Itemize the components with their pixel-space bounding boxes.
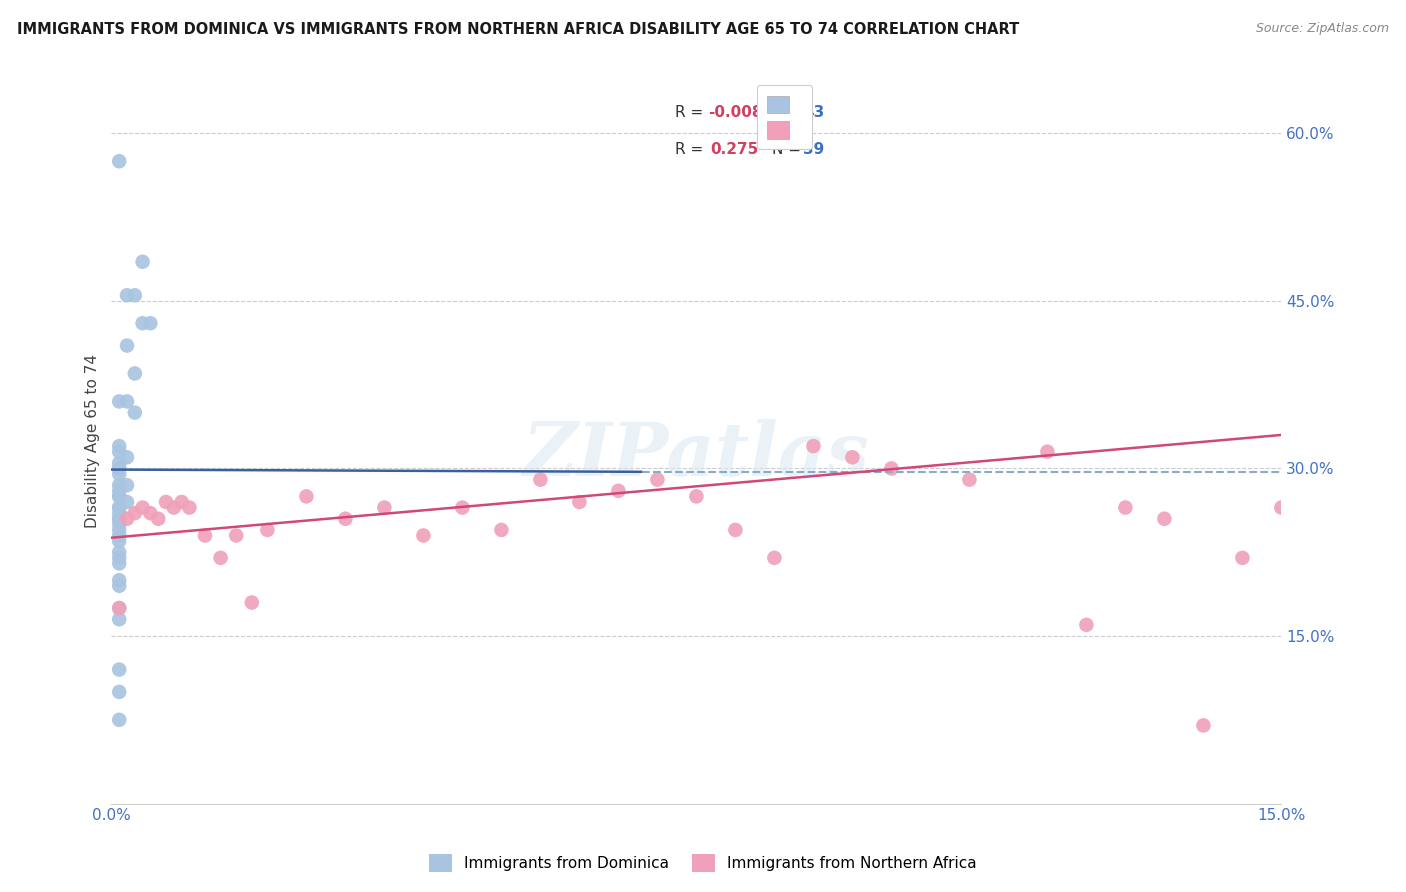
Point: [115, 512, 138, 526]
Point: [108, 685, 131, 699]
Point: [179, 500, 201, 515]
Point: [124, 367, 146, 381]
Point: [115, 394, 138, 409]
Point: [225, 528, 247, 542]
Point: [108, 483, 131, 498]
Point: [256, 523, 278, 537]
Point: [108, 439, 131, 453]
Point: [115, 495, 138, 509]
Point: [491, 523, 513, 537]
Text: R =: R =: [675, 142, 713, 157]
Point: [170, 495, 193, 509]
Point: [108, 545, 131, 559]
Point: [108, 467, 131, 481]
Point: [108, 550, 131, 565]
Point: [803, 439, 825, 453]
Point: [240, 595, 263, 609]
Point: [108, 528, 131, 542]
Point: [115, 288, 138, 302]
Point: [108, 579, 131, 593]
Point: [108, 601, 131, 615]
Text: ZIPatlas: ZIPatlas: [523, 419, 870, 491]
Text: 39: 39: [803, 142, 824, 157]
Point: [108, 713, 131, 727]
Point: [194, 528, 217, 542]
Point: [1270, 500, 1292, 515]
Point: [841, 450, 863, 465]
Point: [763, 550, 786, 565]
Point: [108, 506, 131, 520]
Point: [607, 483, 630, 498]
Point: [209, 550, 232, 565]
Point: [108, 489, 131, 503]
Point: [131, 254, 153, 268]
Point: [108, 573, 131, 587]
Point: [115, 338, 138, 352]
Text: 0.275: 0.275: [710, 142, 759, 157]
Point: [880, 461, 903, 475]
Text: N =: N =: [772, 105, 806, 120]
Point: [1076, 618, 1098, 632]
Point: [108, 154, 131, 169]
Point: [115, 478, 138, 492]
Point: [529, 473, 551, 487]
Point: [685, 489, 707, 503]
Point: [108, 461, 131, 475]
Point: [108, 500, 131, 515]
Legend: , : ,: [756, 85, 811, 149]
Point: [163, 500, 186, 515]
Point: [139, 316, 162, 330]
Point: [108, 517, 131, 532]
Text: Source: ZipAtlas.com: Source: ZipAtlas.com: [1256, 22, 1389, 36]
Point: [373, 500, 395, 515]
Text: N =: N =: [772, 142, 806, 157]
Point: [108, 557, 131, 571]
Point: [131, 316, 153, 330]
Point: [1036, 444, 1059, 458]
Point: [108, 512, 131, 526]
Point: [1153, 512, 1175, 526]
Point: [647, 473, 669, 487]
Text: IMMIGRANTS FROM DOMINICA VS IMMIGRANTS FROM NORTHERN AFRICA DISABILITY AGE 65 TO: IMMIGRANTS FROM DOMINICA VS IMMIGRANTS F…: [17, 22, 1019, 37]
Point: [108, 523, 131, 537]
Point: [139, 506, 162, 520]
Point: [412, 528, 434, 542]
Point: [1192, 718, 1215, 732]
Point: [108, 444, 131, 458]
Point: [568, 495, 591, 509]
Point: [131, 500, 153, 515]
Point: [335, 512, 357, 526]
Y-axis label: Disability Age 65 to 74: Disability Age 65 to 74: [86, 353, 100, 527]
Point: [108, 456, 131, 470]
Point: [108, 534, 131, 549]
Point: [295, 489, 318, 503]
Point: [108, 394, 131, 409]
Point: [108, 489, 131, 503]
Point: [115, 450, 138, 465]
Point: [957, 473, 980, 487]
Text: 43: 43: [803, 105, 824, 120]
Point: [124, 406, 146, 420]
Point: [155, 495, 177, 509]
Point: [724, 523, 747, 537]
Point: [108, 601, 131, 615]
Point: [108, 612, 131, 626]
Point: [1232, 550, 1254, 565]
Text: R =: R =: [675, 105, 709, 120]
Point: [108, 512, 131, 526]
Point: [148, 512, 170, 526]
Point: [124, 506, 146, 520]
Point: [108, 461, 131, 475]
Legend: Immigrants from Dominica, Immigrants from Northern Africa: Immigrants from Dominica, Immigrants fro…: [422, 846, 984, 880]
Point: [108, 500, 131, 515]
Point: [1114, 500, 1136, 515]
Point: [124, 288, 146, 302]
Point: [451, 500, 474, 515]
Point: [108, 478, 131, 492]
Text: -0.008: -0.008: [709, 105, 762, 120]
Point: [108, 663, 131, 677]
